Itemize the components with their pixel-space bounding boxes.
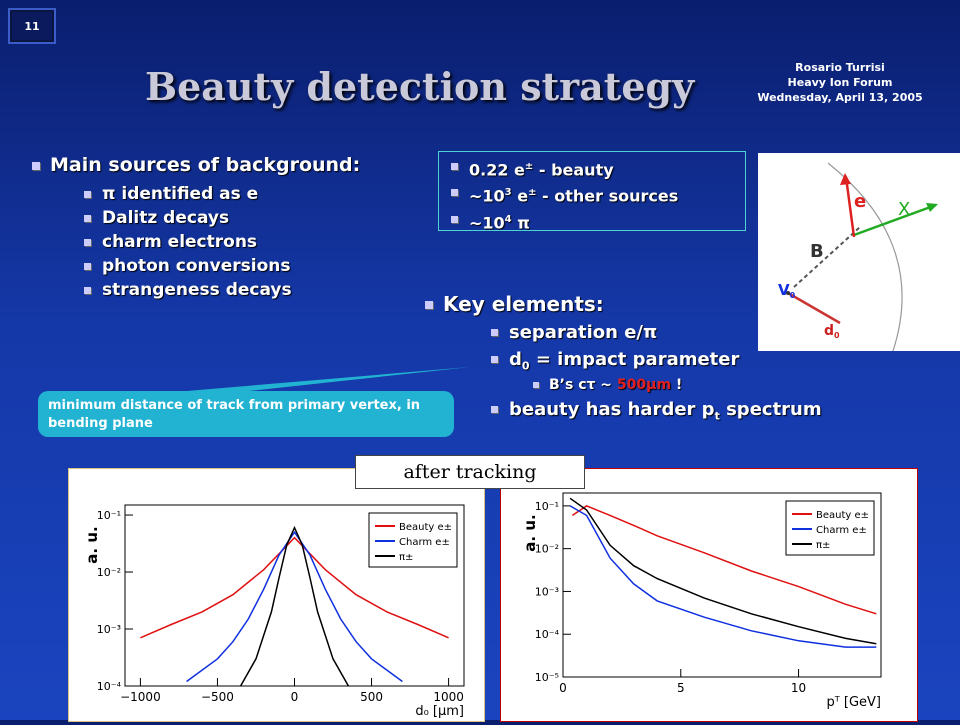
diagram-label-b: B [810,241,824,262]
key-heading-text: Key elements: [443,292,604,316]
pt-plot: 10⁻⁵ 10⁻⁴ 10⁻³ 10⁻² 10⁻¹ 0 5 10 a. u. pᵀ [GeV] Bea… [500,468,918,722]
rate-item: 0.22 e± - beauty [451,155,745,181]
x-axis-label: pᵀ [GeV] [827,695,882,710]
key-elements: Key elements: separation e/π d0 = impact… [425,292,822,428]
series-line-0 [140,536,449,639]
rates-box: 0.22 e± - beauty ~103 e± - other sources… [438,151,746,234]
background-sublist: π identified as e Dalitz decays charm el… [84,184,360,300]
y-tick-label: 10⁻⁴ [97,680,122,693]
rate-item: ~103 e± - other sources [451,181,745,207]
after-tracking-label: after tracking [355,455,585,489]
diagram-label-v0: V0 [778,281,796,300]
x-tick-label: −500 [201,690,234,704]
key-separation: separation e/π [491,322,822,343]
x-axis-label: d₀ [μm] [415,704,464,719]
background-heading: Main sources of background: π identified… [32,154,360,300]
d0-plot: 10⁻⁴ 10⁻³ 10⁻² 10⁻¹ −1000 −500 0 500 1000 a. u. d₀… [68,468,485,722]
y-tick-label: 10⁻¹ [97,509,121,522]
y-tick-label: 10⁻² [97,566,121,579]
key-subsublist: B’s cτ ~ 500μm ! [533,377,822,393]
plot-frame [562,492,882,678]
d0-segment [787,291,841,325]
y-tick-label: 10⁻² [535,543,559,556]
y-axis-label: a. u. [83,526,101,563]
author-name: Rosario Turrisi [795,61,885,74]
e-arrow [840,173,851,185]
slide-number: 11 [8,8,56,44]
y-tick-label: 10⁻³ [97,623,121,636]
legend-label: Charm e± [816,525,867,536]
diagram-label-x: X [898,199,910,220]
y-tick-label: 10⁻⁵ [535,671,559,684]
list-item: photon conversions [84,256,360,276]
y-tick-label: 10⁻³ [535,585,559,598]
key-spectrum: beauty has harder pt spectrum [491,399,822,422]
x-track [853,203,937,237]
diagram-label-e: e [854,191,866,212]
background-heading-text: Main sources of background: [50,154,361,176]
key-sublist: separation e/π d0 = impact parameter B’s… [491,322,822,422]
list-item: π identified as e [84,184,360,204]
series-line-0 [571,505,877,615]
d0-plot-svg: 10⁻⁴ 10⁻³ 10⁻² 10⁻¹ −1000 −500 0 500 1000 a. u. d₀… [83,504,465,719]
bending-arc [827,162,903,352]
list-item: Dalitz decays [84,208,360,228]
diagram-label-d0: d0 [824,323,840,340]
key-heading: Key elements: separation e/π d0 = impact… [425,292,822,422]
y-axis-label: a. u. [521,514,539,551]
x-tick-label: 0 [559,681,567,695]
callout-box: minimum distance of track from primary v… [38,391,454,437]
series-line-1 [186,530,403,683]
author-block: Rosario Turrisi Heavy Ion Forum Wednesda… [740,60,940,105]
legend-label: π± [816,540,830,551]
y-tick-label: 10⁻¹ [535,500,559,513]
x-tick-label: 10 [791,681,806,695]
x-tick-label: 5 [677,681,685,695]
rate-item: ~104 π [451,208,745,234]
pt-plot-svg: 10⁻⁵ 10⁻⁴ 10⁻³ 10⁻² 10⁻¹ 0 5 10 a. u. pᵀ [GeV] Bea… [521,492,882,710]
x-tick-label: 1000 [433,690,464,704]
background-list: Main sources of background: π identified… [32,154,360,304]
legend-label: π± [399,552,413,563]
series-line-1 [569,505,877,648]
legend-label: Beauty e± [816,510,869,521]
series-line-2 [569,497,877,645]
legend-label: Charm e± [399,537,450,548]
key-ctau: B’s cτ ~ 500μm ! [533,377,822,393]
b-flight-line [793,226,861,288]
list-item: charm electrons [84,232,360,252]
e-track [844,176,856,238]
y-tick-label: 10⁻⁴ [535,628,560,641]
x-tick-label: 500 [360,690,383,704]
event-date: Wednesday, April 13, 2005 [757,91,923,104]
series-line-2 [239,525,350,687]
key-impact: d0 = impact parameter B’s cτ ~ 500μm ! [491,349,822,393]
x-tick-label: 0 [291,690,299,704]
page-title: Beauty detection strategy [145,64,695,109]
event-name: Heavy Ion Forum [787,76,893,89]
x-tick-label: −1000 [120,690,161,704]
list-item: strangeness decays [84,280,360,300]
x-arrow [926,203,938,212]
impact-parameter-diagram: e X B V0 d0 [758,153,960,352]
primary-vertex [786,291,790,295]
legend-label: Beauty e± [399,522,452,533]
